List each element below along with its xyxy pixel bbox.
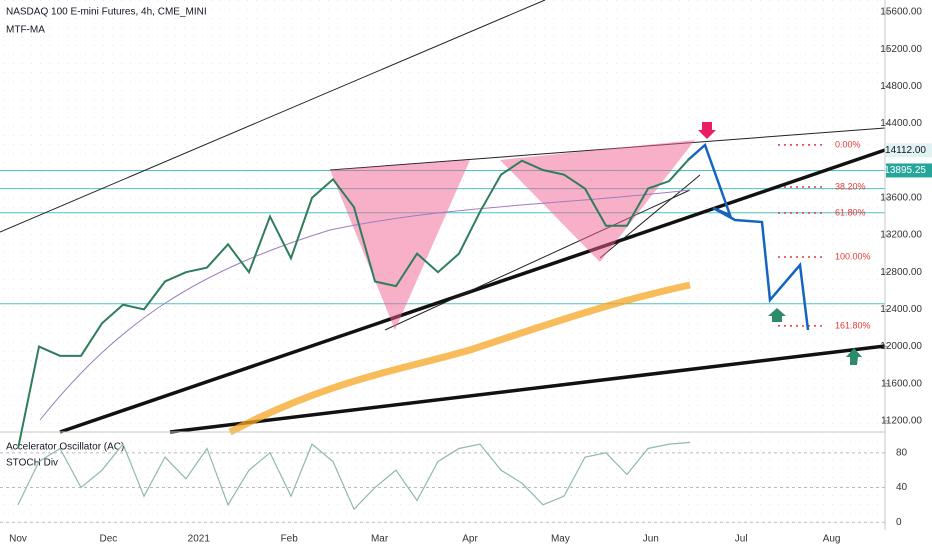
fib-label: 161.80% — [835, 320, 871, 330]
channel-line — [0, 0, 546, 233]
fib-label: 0.00% — [835, 139, 861, 149]
x-tick-label: Aug — [823, 534, 841, 545]
trend-line — [169, 344, 886, 434]
ma-band — [228, 281, 691, 436]
y-tick-label: 12000.00 — [880, 341, 922, 352]
price-box — [886, 163, 932, 178]
x-tick-label: 2021 — [188, 534, 211, 545]
y-tick-label: 12800.00 — [880, 267, 922, 278]
y-tick-label: 12400.00 — [880, 304, 922, 315]
y-tick-label: 15600.00 — [880, 7, 922, 18]
fib-label: 61.80% — [835, 207, 866, 217]
y-tick-label: 80 — [896, 447, 908, 458]
fib-label: 38.20% — [835, 181, 866, 191]
trend-line — [599, 174, 701, 259]
pattern-shape — [330, 160, 470, 330]
price-label: 14112.00 — [885, 145, 926, 156]
price-line — [17, 157, 691, 449]
y-tick-label: 11200.00 — [881, 415, 922, 426]
y-tick-label: 13600.00 — [880, 193, 922, 204]
indicator-name: STOCH Div — [6, 458, 58, 469]
x-tick-label: Apr — [462, 534, 478, 545]
ma-line — [39, 189, 691, 421]
x-tick-label: Dec — [100, 534, 118, 545]
x-tick-label: Jul — [735, 534, 748, 545]
arrow-down — [698, 122, 716, 139]
arrow-up — [846, 348, 862, 365]
trend-line — [384, 189, 691, 331]
x-tick-label: Nov — [9, 534, 27, 545]
y-tick-label: 13200.00 — [880, 230, 922, 241]
fib-label: 100.00% — [835, 251, 871, 261]
price-box — [886, 143, 932, 158]
stoch-line — [17, 441, 691, 511]
projection — [687, 142, 810, 331]
y-tick-label: 0 — [896, 517, 902, 528]
x-tick-label: Mar — [371, 534, 389, 545]
axes: 15600.00 15200.00 14800.00 14400.00 13600.00… — [0, 7, 932, 545]
y-tick-label: 14800.00 — [880, 81, 922, 92]
indicator-name: MTF-MA — [6, 25, 45, 36]
x-tick-label: May — [551, 534, 570, 545]
y-tick-label: 15200.00 — [880, 44, 922, 55]
x-tick-label: Feb — [281, 534, 299, 545]
y-tick-label: 40 — [896, 482, 908, 493]
y-tick-label: 11600.00 — [881, 378, 922, 389]
chart-title: NASDAQ 100 E-mini Futures, 4h, CME_MINI — [6, 7, 207, 18]
price-label: 13895.25 — [884, 165, 926, 176]
indicator-title: Accelerator Oscillator (AC) — [6, 442, 124, 453]
y-tick-label: 14400.00 — [880, 118, 922, 129]
grid-bg — [0, 0, 885, 530]
x-tick-label: Jun — [643, 534, 659, 545]
trend-line — [59, 148, 886, 434]
arrow-up — [768, 308, 786, 322]
